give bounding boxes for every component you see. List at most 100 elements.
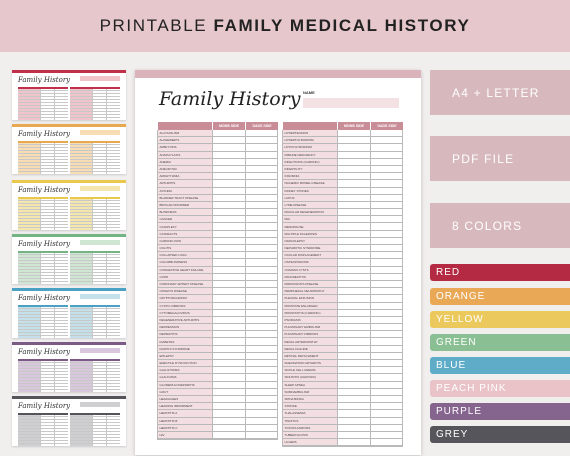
moms-side-cell [212, 360, 244, 367]
condition-label: CANCER [158, 216, 213, 223]
dads-side-cell [369, 381, 402, 388]
moms-side-cell [337, 288, 369, 295]
dads-side-cell [244, 388, 277, 395]
moms-side-cell [337, 151, 369, 158]
condition-label: PSORIASIS [283, 316, 338, 324]
moms-side-cell [337, 187, 369, 194]
thumbnail-name-field [80, 186, 120, 191]
condition-label: ERECTILE DYSFUNCTION [158, 360, 213, 367]
moms-side-cell [212, 158, 244, 165]
thumbnail-table [18, 87, 120, 120]
table-row: PSORIASIS [283, 316, 402, 325]
condition-label: GLOMERULONEPHRITIS [158, 381, 213, 388]
condition-label: HEPATITIS C [158, 424, 213, 431]
condition-label: RETINAL DETACHMENT [283, 352, 338, 359]
thumbnail-name-field [80, 130, 120, 135]
table-row: SOMNAMBULISM [283, 388, 402, 396]
dads-side-cell [369, 302, 402, 309]
table-header: MOMS SIDE DADS SIDE [157, 122, 278, 130]
moms-side-cell [212, 165, 244, 173]
moms-side-cell [337, 237, 369, 244]
thumbnail-title: Family History [18, 402, 71, 410]
condition-label: DEGENERATIVE ARTHRITIS [158, 316, 213, 324]
condition-label: COLORBLINDNESS [158, 259, 213, 266]
dads-side-cell [369, 295, 402, 302]
table-row: ERECTILE DYSFUNCTION [158, 360, 277, 368]
table-row: PROSTATITIS (CHRONIC) [283, 309, 402, 317]
document-title: Family History [159, 88, 301, 110]
condition-label: RHEUMATOID ARTHRITIS [283, 360, 338, 367]
table-row: HYPERTHYROIDISM [283, 137, 402, 145]
dads-side-cell [244, 324, 277, 331]
condition-label: PERIPHERAL NEUROPATHY [283, 288, 338, 295]
table-row: MENOPAUSE [283, 223, 402, 231]
moms-side-cell [337, 173, 369, 180]
table-row: KIDNEY STONES [283, 187, 402, 195]
table-row: CORONARY ARTERY DISEASE [158, 280, 277, 289]
condition-label: HEARING IMPAIRMENT [158, 403, 213, 410]
moms-side-cell [337, 302, 369, 309]
thumbnail-table [18, 141, 120, 174]
banner-title: PRINTABLE FAMILY MEDICAL HISTORY [99, 16, 471, 35]
dads-side-cell [369, 144, 402, 151]
table-row: MULTIPLE SCLEROSIS [283, 230, 402, 238]
table-row: DOWN'S SYNDROME [158, 345, 277, 353]
dads-side-cell [244, 338, 277, 345]
moms-side-cell [337, 431, 369, 439]
table-row: ASTHMA [158, 187, 277, 195]
header-dads-side: DADS SIDE [370, 122, 403, 130]
moms-side-cell [337, 144, 369, 151]
dads-side-cell [244, 209, 277, 216]
condition-label: CROHN'S DISEASE [158, 288, 213, 295]
moms-side-cell [337, 338, 369, 345]
condition-label: LYME DISEASE [283, 201, 338, 209]
dads-side-cell [244, 230, 277, 237]
condition-label: DERMATITIS [158, 331, 213, 338]
dads-side-cell [369, 410, 402, 417]
dads-side-cell [244, 259, 277, 266]
table-row: TOXOPLASMOSIS [283, 424, 402, 432]
dads-side-cell [369, 345, 402, 352]
condition-label: INFECTIONS (CHRONIC) [283, 158, 338, 165]
thumbnail-preview: Family History [12, 288, 126, 338]
table-row: DIABETES [158, 338, 277, 346]
moms-side-cell [337, 367, 369, 374]
table-row: CROHN'S DISEASE [158, 288, 277, 296]
moms-side-cell [212, 151, 244, 158]
table-row: CATAPLEXY [158, 223, 277, 231]
moms-side-cell [337, 230, 369, 237]
table-row: GOUT [158, 388, 277, 396]
moms-side-cell [337, 158, 369, 165]
color-option-grey: GREY [430, 426, 570, 443]
moms-side-cell [212, 230, 244, 237]
thumbnail-title: Family History [18, 76, 71, 84]
dads-side-cell [369, 223, 402, 230]
table-row: ISCHEMIC BOWEL DISEASE [283, 180, 402, 188]
dads-side-cell [244, 309, 277, 316]
dads-side-cell [244, 151, 277, 158]
thumbnail-preview: Family History [12, 180, 126, 230]
table-row: PULMONARY EMBOLISM [283, 324, 402, 332]
moms-side-cell [337, 209, 369, 216]
table-row: BLINDNESS [158, 209, 277, 217]
dads-side-cell [244, 130, 277, 137]
moms-side-cell [212, 237, 244, 244]
moms-side-cell [212, 273, 244, 280]
condition-label: NARCOLEPSY [283, 237, 338, 244]
condition-label: DEPRESSION [158, 324, 213, 331]
table-row: HEPATITIS A [158, 410, 277, 418]
table-row: HYPERTENSION [283, 130, 402, 138]
moms-side-cell [337, 266, 369, 273]
condition-label: BLINDNESS [158, 209, 213, 216]
dads-side-cell [244, 331, 277, 338]
dads-side-cell [369, 403, 402, 410]
condition-label: GALLSTONES [158, 367, 213, 374]
condition-label: AMBLYOPIA [158, 144, 213, 151]
condition-label: ANEURYSM [158, 165, 213, 173]
condition-label: PULMONARY EMBOLISM [283, 324, 338, 331]
thumbnail-name-field [80, 402, 120, 407]
table-row: ALCOHOLISM [158, 130, 277, 138]
header-condition [157, 122, 212, 130]
condition-label: HEADACHES [158, 395, 213, 403]
moms-side-cell [337, 352, 369, 359]
